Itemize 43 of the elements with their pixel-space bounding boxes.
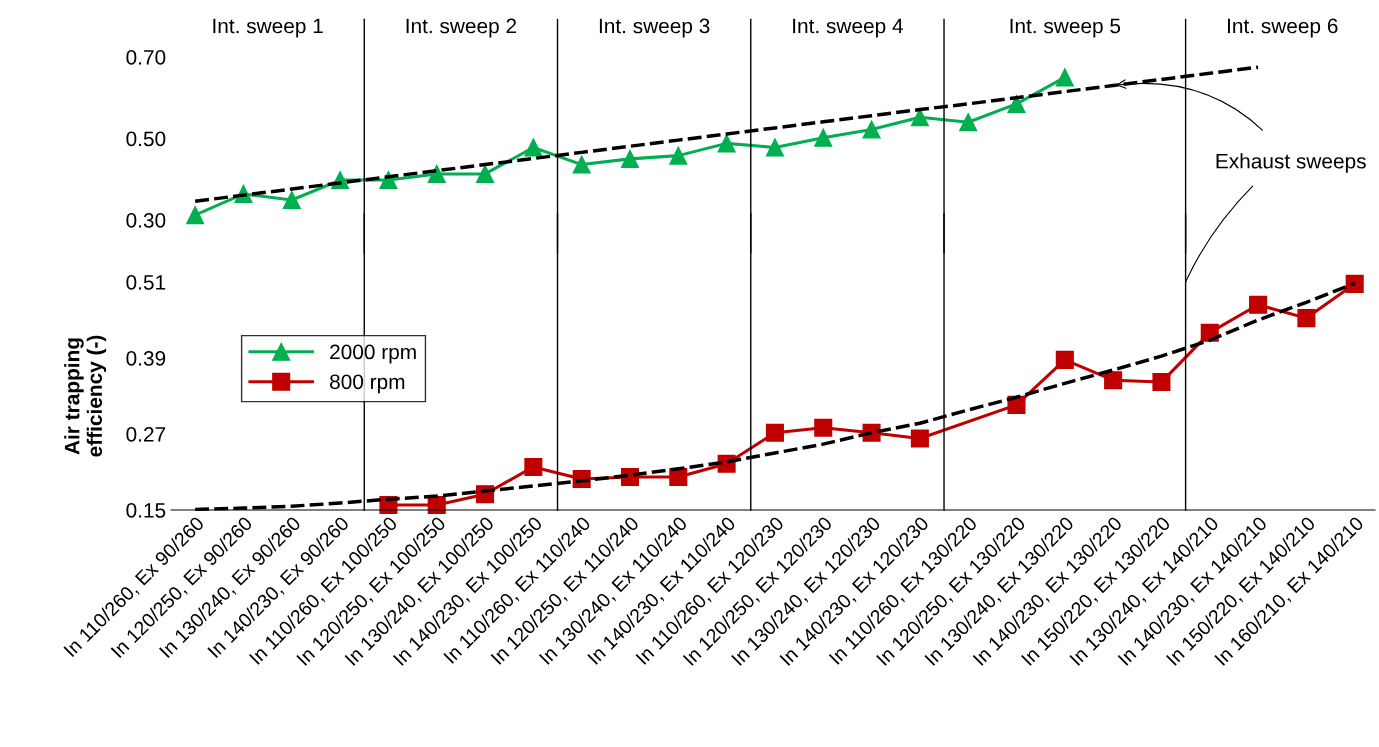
y-tick-label: 0.70 [126, 50, 166, 65]
point [959, 113, 978, 132]
point [717, 134, 736, 153]
y-tick-label: 0.15 [126, 503, 166, 518]
y-tick-label: 0.51 [126, 275, 166, 290]
point [814, 128, 833, 147]
point [862, 120, 881, 139]
annotation: Exhaust sweeps [1216, 153, 1366, 173]
y-tick-label: 0.50 [126, 131, 166, 147]
point [1249, 295, 1268, 314]
point [1152, 373, 1171, 392]
legend-label: 800 rpm [330, 374, 405, 394]
point [765, 138, 784, 157]
point [1007, 94, 1026, 113]
point [669, 146, 688, 165]
point [1104, 371, 1123, 390]
text: Int. sweep 4 [793, 18, 903, 38]
y-axis-title: Air trapping efficiency (-) [64, 335, 107, 457]
text: Int. sweep 1 [213, 18, 323, 38]
point [620, 149, 640, 168]
y-tick-label: 0.30 [126, 213, 166, 228]
point [1055, 350, 1074, 369]
y-tick-label: 0.39 [126, 351, 166, 366]
point [572, 155, 591, 174]
point [476, 164, 495, 183]
point [910, 108, 929, 127]
point [282, 191, 301, 210]
point [1345, 274, 1364, 293]
point [524, 457, 543, 476]
point [186, 206, 205, 225]
point [910, 429, 929, 448]
point [1297, 309, 1316, 328]
point [524, 138, 543, 157]
text: Int. sweep 5 [1010, 18, 1121, 38]
point [1055, 68, 1074, 87]
text: Int. sweep 2 [406, 18, 517, 38]
point [814, 418, 833, 437]
legend-label: 2000 rpm [330, 344, 416, 364]
text: Int. sweep 6 [1228, 18, 1338, 38]
text: Int. sweep 3 [599, 18, 710, 38]
y-tick-label: 0.27 [126, 427, 166, 442]
point [427, 164, 446, 183]
point [765, 423, 784, 442]
